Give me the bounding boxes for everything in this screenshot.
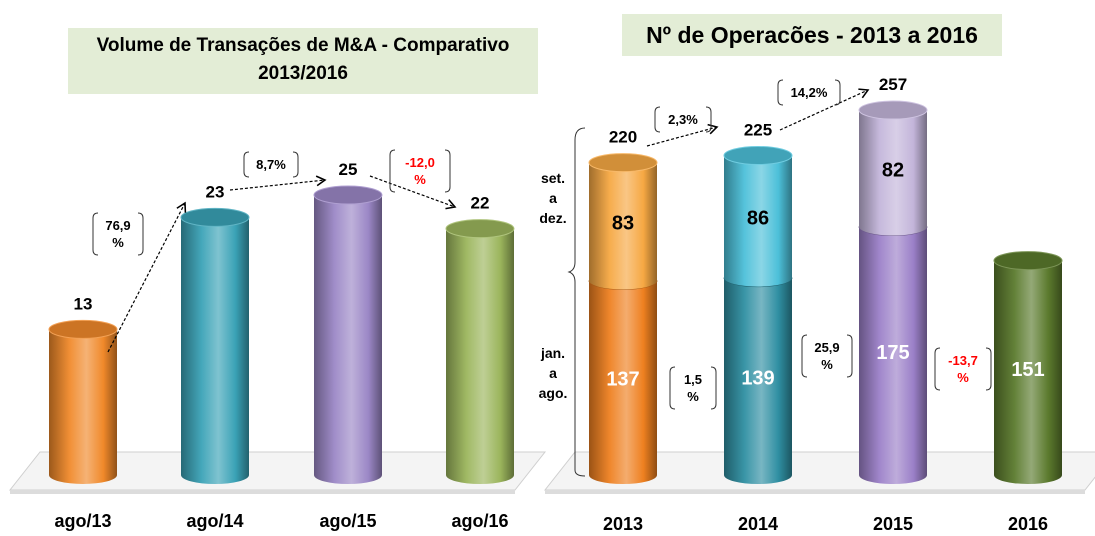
series-label-set-dez: set. bbox=[541, 170, 565, 186]
x-tick-label: 2013 bbox=[603, 514, 643, 534]
change-box-label: % bbox=[112, 235, 124, 250]
left-floor-edge bbox=[10, 490, 515, 494]
right-chart-title: Nº de Operacões - 2013 a 2016 bbox=[622, 14, 1002, 56]
left-title-line-2: 2013/2016 bbox=[258, 63, 348, 84]
data-label: 22 bbox=[471, 194, 490, 213]
bar-ago/16-top bbox=[445, 219, 515, 239]
period-change-box-bracket-left bbox=[801, 334, 808, 378]
bar-ago/16 bbox=[446, 228, 514, 484]
period-change-box-bracket-left bbox=[934, 347, 941, 391]
data-label: 13 bbox=[74, 294, 93, 313]
series-label-jan-ago: a bbox=[549, 365, 557, 381]
change-box-bracket-left bbox=[243, 151, 250, 178]
bar-ago/15-top bbox=[313, 185, 383, 205]
bar-ago/13-top bbox=[48, 319, 118, 339]
bar-ago/14-top bbox=[180, 207, 250, 227]
right-floor-edge bbox=[545, 490, 1085, 494]
bar-ago/15 bbox=[314, 195, 382, 484]
total-change-box-label: 14,2% bbox=[791, 85, 828, 100]
period-change-box-bracket-right bbox=[846, 334, 853, 378]
x-tick-label: 2015 bbox=[873, 514, 913, 534]
bar-ago/13 bbox=[49, 329, 117, 484]
period-change-box-label: 1,5 bbox=[684, 372, 702, 387]
x-tick-label: ago/13 bbox=[54, 511, 111, 531]
bar-2014-jan-ago bbox=[724, 277, 792, 484]
segment-label: 175 bbox=[876, 342, 909, 364]
segment-label: 139 bbox=[741, 367, 774, 389]
change-arrow bbox=[369, 175, 457, 210]
total-change-box-bracket-right bbox=[705, 106, 712, 133]
change-box-label: 76,9 bbox=[105, 218, 130, 233]
bar-2016-jan-ago-top bbox=[993, 251, 1063, 271]
segment-label: 86 bbox=[747, 208, 769, 230]
x-tick-label: ago/16 bbox=[451, 511, 508, 531]
bar-2013-jan-ago bbox=[589, 280, 657, 484]
series-label-jan-ago: jan. bbox=[540, 345, 565, 361]
x-tick-label: 2016 bbox=[1008, 514, 1048, 534]
bar-2015-set-dez-top bbox=[858, 100, 928, 120]
total-change-arrow bbox=[779, 88, 870, 131]
series-label-set-dez: a bbox=[549, 190, 557, 206]
total-change-box-bracket-left bbox=[654, 106, 661, 133]
bar-2013-set-dez bbox=[589, 162, 657, 290]
bar-2014-set-dez-top bbox=[723, 146, 793, 165]
x-tick-label: ago/15 bbox=[319, 511, 376, 531]
series-label-set-dez: dez. bbox=[539, 210, 566, 226]
bar-2013-set-dez-top bbox=[588, 153, 658, 173]
change-box-bracket-left bbox=[92, 212, 99, 256]
change-box-bracket-right bbox=[292, 151, 299, 178]
total-change-box-bracket-right bbox=[834, 79, 841, 106]
period-change-box-bracket-right bbox=[985, 347, 992, 391]
period-change-box-bracket-left bbox=[669, 366, 676, 410]
total-change-box-label: 2,3% bbox=[668, 112, 698, 127]
bar-2015-jan-ago bbox=[859, 226, 927, 484]
segment-label: 137 bbox=[606, 369, 639, 391]
change-box-label: % bbox=[414, 172, 426, 187]
series-label-jan-ago: ago. bbox=[539, 385, 568, 401]
total-change-arrow bbox=[646, 123, 719, 147]
change-box-bracket-left bbox=[389, 149, 396, 193]
bar-2015-set-dez bbox=[859, 110, 927, 236]
change-box-bracket-right bbox=[137, 212, 144, 256]
total-label: 225 bbox=[744, 121, 772, 140]
bar-2016-jan-ago bbox=[994, 260, 1062, 484]
bar-ago/14 bbox=[181, 217, 249, 484]
left-chart-title: Volume de Transações de M&A - Comparativ… bbox=[68, 28, 538, 94]
change-box-label: 8,7% bbox=[256, 157, 286, 172]
period-change-box-label: 25,9 bbox=[814, 340, 839, 355]
period-change-box-label: -13,7 bbox=[948, 353, 978, 368]
segment-label: 151 bbox=[1011, 359, 1044, 381]
total-change-box-bracket-left bbox=[777, 79, 784, 106]
change-arrow bbox=[229, 175, 327, 191]
x-tick-label: 2014 bbox=[738, 514, 778, 534]
data-label: 25 bbox=[339, 160, 358, 179]
period-brace bbox=[567, 127, 586, 477]
x-tick-label: ago/14 bbox=[186, 511, 243, 531]
change-box-label: -12,0 bbox=[405, 155, 435, 170]
change-arrow bbox=[107, 201, 187, 353]
period-change-box-label: % bbox=[687, 389, 699, 404]
change-box-bracket-right bbox=[444, 149, 451, 193]
data-label: 23 bbox=[206, 182, 225, 201]
total-label: 257 bbox=[879, 75, 907, 94]
segment-label: 83 bbox=[612, 213, 634, 235]
period-change-box-bracket-right bbox=[710, 366, 717, 410]
period-change-box-label: % bbox=[821, 357, 833, 372]
left-title-line-1: Volume de Transações de M&A - Comparativ… bbox=[96, 35, 510, 56]
total-label: 220 bbox=[609, 128, 637, 147]
period-change-box-label: % bbox=[957, 370, 969, 385]
segment-label: 82 bbox=[882, 159, 904, 181]
bar-2014-set-dez bbox=[724, 155, 792, 287]
